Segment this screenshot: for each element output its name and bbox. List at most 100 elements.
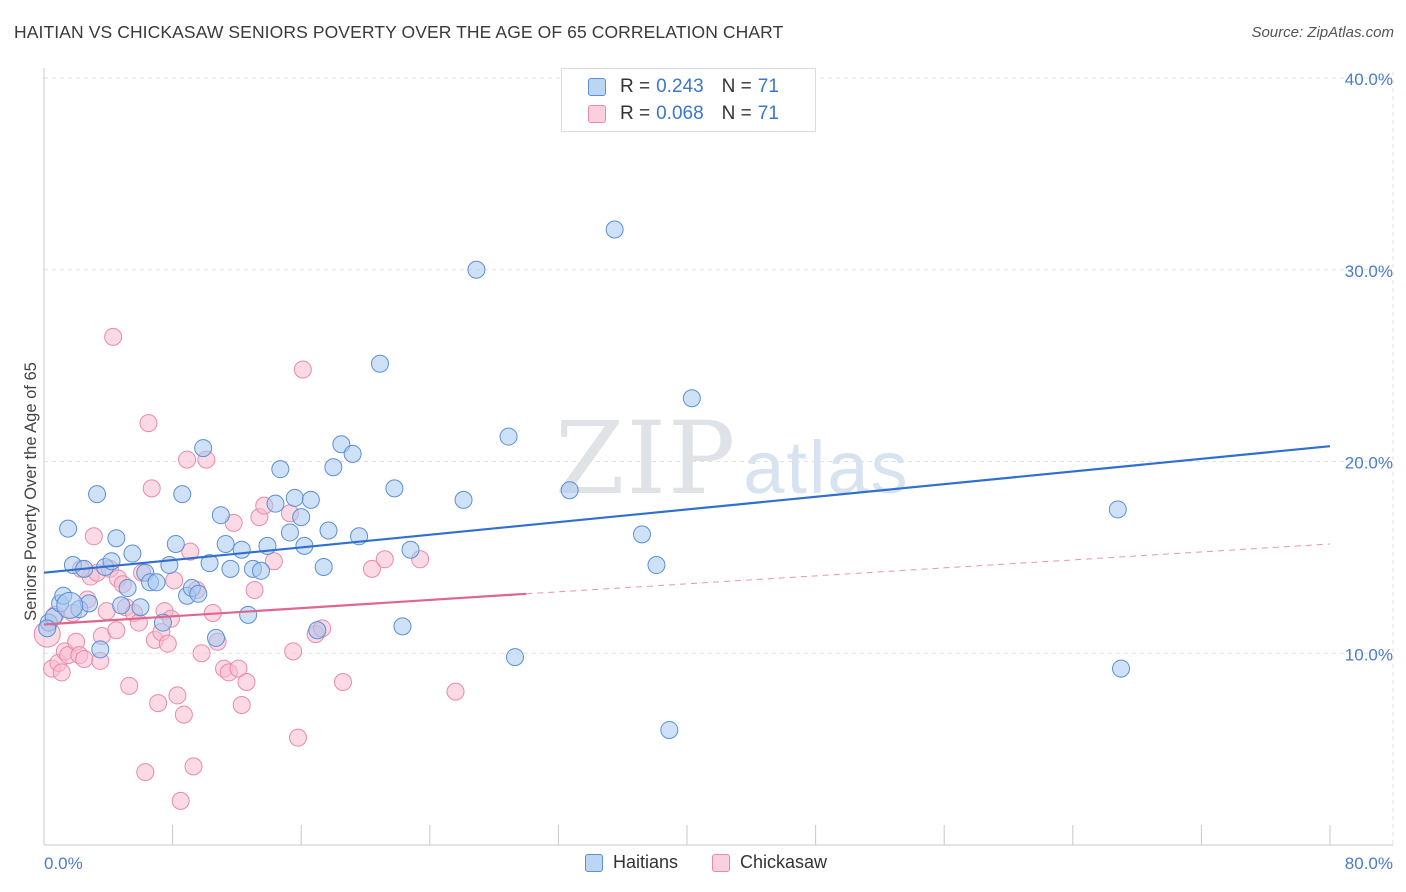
haitians-point <box>370 354 389 373</box>
legend-r-value: 0.243 <box>656 76 704 97</box>
chickasaw-point <box>84 527 103 546</box>
chickasaw-point <box>232 696 251 715</box>
legend-r-label: R = <box>620 103 651 124</box>
chickasaw-point <box>375 550 394 569</box>
haitians-point <box>131 598 150 617</box>
chickasaw-point <box>181 542 200 561</box>
chickasaw-point <box>139 414 158 433</box>
chickasaw-point <box>107 621 126 640</box>
chickasaw-point <box>446 682 465 701</box>
haitians-point <box>454 490 473 509</box>
haitians-point <box>401 540 420 559</box>
haitians-point <box>266 494 285 513</box>
haitians-swatch <box>588 78 606 96</box>
axis-labels: 10.0% 20.0% 30.0% 40.0% 0.0% 80.0% Seniors Pov… <box>22 70 1393 873</box>
chickasaw-point <box>184 757 203 776</box>
chickasaw-point <box>288 728 307 747</box>
haitians-point <box>221 559 240 578</box>
haitians-point <box>112 596 131 615</box>
legend-n-label: N = <box>721 103 752 124</box>
haitians-point <box>292 508 311 527</box>
watermark: ZIPatlas <box>555 400 910 517</box>
chickasaw-points <box>33 327 465 810</box>
haitians-points <box>38 220 1131 739</box>
chickasaw-point <box>136 763 155 782</box>
haitians-point <box>1112 659 1131 678</box>
legend-n-value: 71 <box>757 103 779 124</box>
haitians-trend-line <box>43 445 1331 574</box>
chickasaw-point <box>333 673 352 692</box>
chickasaw-point <box>171 791 190 810</box>
series-legend: Haitians Chickasaw <box>585 852 861 873</box>
haitians-point <box>107 529 126 548</box>
haitians-point <box>1108 500 1127 519</box>
chickasaw-point <box>142 479 161 498</box>
chickasaw-point <box>75 650 94 669</box>
stats-legend: R = 0.243 N = 71 R = 0.068 N = 71 <box>561 68 816 132</box>
chickasaw-point <box>168 686 187 705</box>
chickasaw-point <box>149 694 168 713</box>
chickasaw-swatch <box>712 853 731 872</box>
legend-item-haitians[interactable]: Haitians <box>585 852 678 873</box>
chickasaw-point <box>178 450 197 469</box>
axes <box>43 68 1393 846</box>
haitians-point <box>560 481 579 500</box>
legend-n-label: N = <box>721 76 752 97</box>
y-tick-label: 30.0% <box>1345 262 1393 281</box>
haitians-point <box>505 648 524 667</box>
trend-lines <box>43 445 1331 626</box>
legend-item-chickasaw[interactable]: Chickasaw <box>712 852 827 873</box>
haitians-point <box>385 479 404 498</box>
legend-r-value: 0.068 <box>656 103 704 124</box>
haitians-point <box>252 561 271 580</box>
chickasaw-point <box>237 673 256 692</box>
haitians-point <box>153 613 172 632</box>
y-tick-label: 20.0% <box>1345 454 1393 473</box>
chickasaw-point <box>192 644 211 663</box>
x-tick-label: 0.0% <box>44 854 83 873</box>
chickasaw-point <box>293 360 312 379</box>
haitians-point <box>393 617 412 636</box>
haitians-point <box>467 260 486 279</box>
haitians-point <box>38 619 57 638</box>
haitians-point <box>314 557 333 576</box>
haitians-point <box>280 523 299 542</box>
haitians-point <box>123 544 142 563</box>
chickasaw-swatch <box>588 105 606 123</box>
chickasaw-point <box>284 642 303 661</box>
chickasaw-point <box>362 559 381 578</box>
haitians-point <box>207 628 226 647</box>
chickasaw-point <box>120 676 139 695</box>
chickasaw-point <box>229 659 248 678</box>
haitians-point <box>91 640 110 659</box>
haitians-point <box>319 521 338 540</box>
watermark-zip: ZIP <box>555 400 738 517</box>
haitians-point <box>88 485 107 504</box>
haitians-point <box>216 534 235 553</box>
chickasaw-point <box>52 663 71 682</box>
haitians-point <box>632 525 651 544</box>
grid-lines <box>44 72 1395 845</box>
legend-row-chickasaw: R = 0.068 N = 71 <box>588 102 779 126</box>
chart-title: HAITIAN VS CHICKASAW SENIORS POVERTY OVE… <box>14 22 784 42</box>
haitians-point <box>301 490 320 509</box>
haitians-point <box>194 439 213 458</box>
haitians-point <box>166 534 185 553</box>
legend-label-haitians: Haitians <box>613 852 679 872</box>
chickasaw-point <box>158 634 177 653</box>
chickasaw-trend-line <box>43 592 527 626</box>
legend-r-label: R = <box>620 76 651 97</box>
chickasaw-point <box>104 327 123 346</box>
haitians-point <box>173 485 192 504</box>
legend-row-haitians: R = 0.243 N = 71 <box>588 75 779 99</box>
haitians-point <box>324 458 343 477</box>
x-tick-label: 80.0% <box>1345 854 1393 873</box>
chickasaw-point <box>245 580 264 599</box>
haitians-point <box>605 220 624 239</box>
haitians-point <box>343 444 362 463</box>
haitians-point <box>308 621 327 640</box>
haitians-point <box>271 460 290 479</box>
y-tick-label: 40.0% <box>1345 70 1393 89</box>
chickasaw-point <box>264 552 283 571</box>
